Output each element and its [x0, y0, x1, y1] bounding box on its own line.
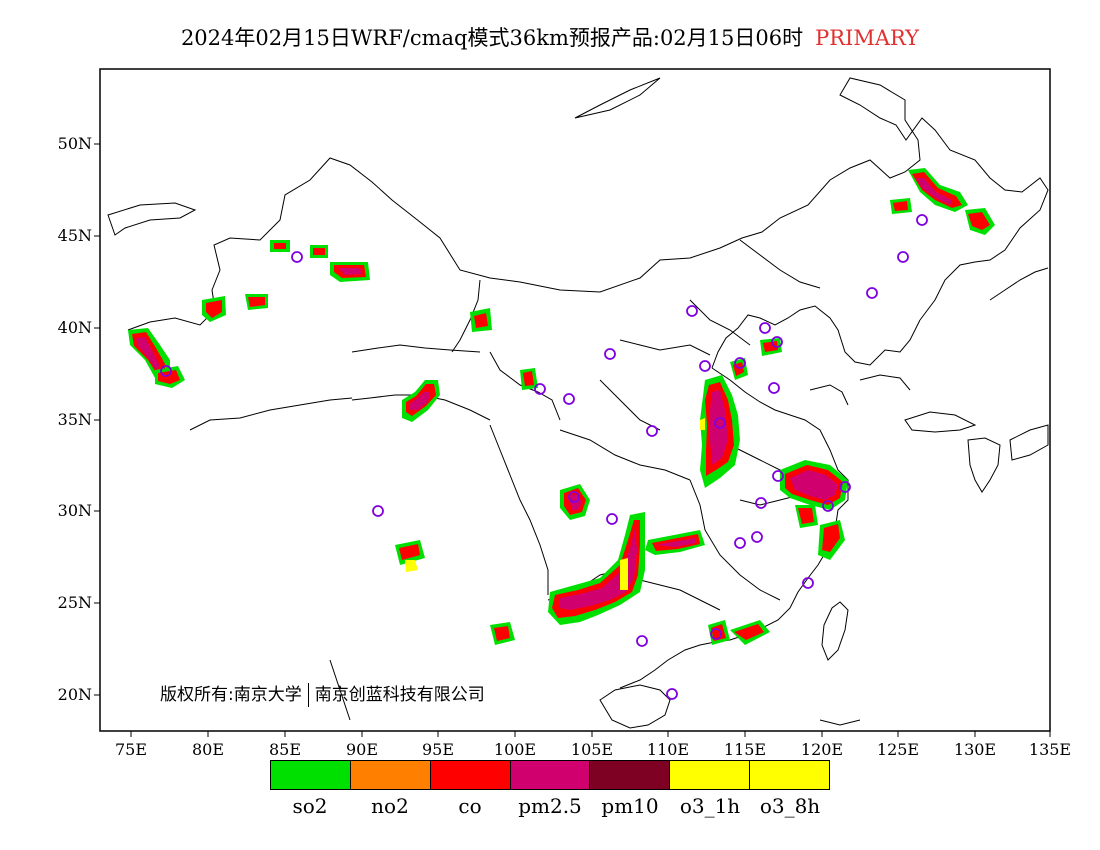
- legend-label-no2: no2: [371, 794, 409, 818]
- lon-label-100e: 100E: [493, 740, 537, 759]
- copyright-separator: [307, 683, 309, 707]
- legend-swatch-so2: [271, 761, 351, 789]
- lon-label-80e: 80E: [191, 740, 225, 759]
- legend-label-co: co: [458, 794, 482, 818]
- copyright-notice: 版权所有:南京大学 南京创蓝科技有限公司: [160, 680, 485, 707]
- title-main: 2024年02月15日WRF/cmaq模式36km预报产品:02月15日06时: [180, 26, 804, 50]
- lon-label-110e: 110E: [646, 740, 690, 759]
- lat-label-45n: 45N: [57, 226, 92, 245]
- legend-swatch-pm10: [590, 761, 671, 789]
- legend-swatch-pm25: [510, 761, 591, 789]
- legend-label-o3-1h: o3_1h: [679, 794, 741, 818]
- lat-label-40n: 40N: [57, 318, 92, 337]
- lon-label-85e: 85E: [268, 740, 302, 759]
- legend-swatch-co: [430, 761, 511, 789]
- legend-colorbar: [270, 760, 830, 790]
- legend-label-o3-8h: o3_8h: [759, 794, 821, 818]
- map-content: [107, 77, 1049, 729]
- title-tag: PRIMARY: [815, 26, 920, 50]
- lon-label-90e: 90E: [345, 740, 379, 759]
- copyright-right: 南京创蓝科技有限公司: [314, 685, 485, 705]
- lon-label-75e: 75E: [114, 740, 148, 759]
- lat-label-50n: 50N: [57, 134, 92, 153]
- legend-swatch-o3-1h: [670, 761, 751, 789]
- lon-label-120e: 120E: [800, 740, 844, 759]
- lat-label-30n: 30N: [57, 501, 92, 520]
- lon-label-125e: 125E: [876, 740, 920, 759]
- boundary-lines: [107, 77, 1049, 729]
- copyright-left: 版权所有:南京大学: [160, 685, 302, 705]
- lon-label-135e: 135E: [1028, 740, 1072, 759]
- lon-label-130e: 130E: [953, 740, 997, 759]
- legend-swatch-no2: [350, 761, 431, 789]
- legend-label-so2: so2: [292, 794, 328, 818]
- legend-label-pm10: pm10: [601, 794, 659, 818]
- lon-label-95e: 95E: [421, 740, 455, 759]
- lon-label-115e: 115E: [723, 740, 767, 759]
- map-title: 2024年02月15日WRF/cmaq模式36km预报产品:02月15日06时 P…: [0, 22, 1100, 52]
- lat-label-25n: 25N: [57, 593, 92, 612]
- axis-ticks: [94, 143, 1051, 737]
- lat-label-35n: 35N: [57, 410, 92, 429]
- lon-label-105e: 105E: [570, 740, 614, 759]
- lat-label-20n: 20N: [57, 685, 92, 704]
- map-frame: [99, 68, 1051, 732]
- station-markers: [160, 214, 928, 700]
- legend-labels: so2 no2 co pm2.5 pm10 o3_1h o3_8h: [270, 794, 830, 818]
- legend-swatch-o3-8h: [750, 761, 830, 789]
- pollution-overlay: [128, 168, 995, 645]
- legend-label-pm25: pm2.5: [518, 794, 582, 818]
